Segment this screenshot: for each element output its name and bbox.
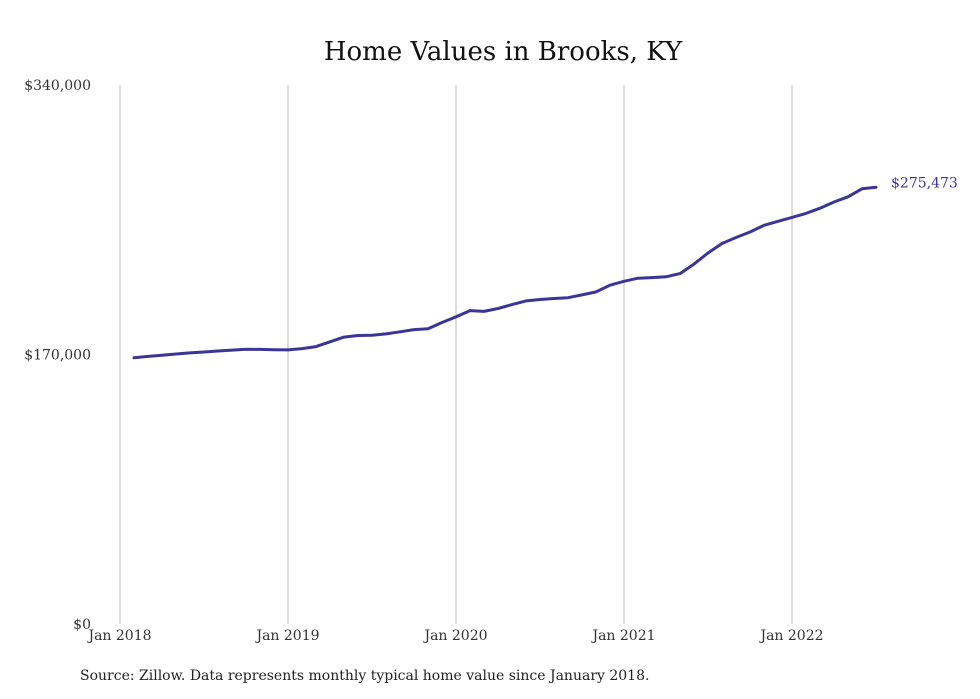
x-tick-label: Jan 2018	[86, 628, 151, 644]
gridlines	[119, 85, 793, 624]
chart-title: Home Values in Brooks, KY	[324, 37, 683, 67]
x-axis-ticks: Jan 2018 Jan 2019 Jan 2020 Jan 2021 Jan 2022	[86, 628, 823, 644]
x-tick-label: Jan 2021	[590, 628, 655, 644]
source-note: Source: Zillow. Data represents monthly …	[80, 668, 650, 684]
series-layer	[132, 185, 878, 360]
y-tick-label: $0	[73, 617, 91, 633]
y-axis-ticks: $0 $170,000 $340,000	[24, 78, 91, 633]
series-line-0	[132, 185, 878, 360]
x-tick-label: Jan 2020	[422, 628, 487, 644]
x-tick-label: Jan 2022	[758, 628, 823, 644]
y-tick-label: $340,000	[24, 78, 91, 94]
y-tick-label: $170,000	[24, 348, 91, 364]
end-value-label: $275,473	[891, 175, 958, 191]
x-tick-label: Jan 2019	[254, 628, 319, 644]
